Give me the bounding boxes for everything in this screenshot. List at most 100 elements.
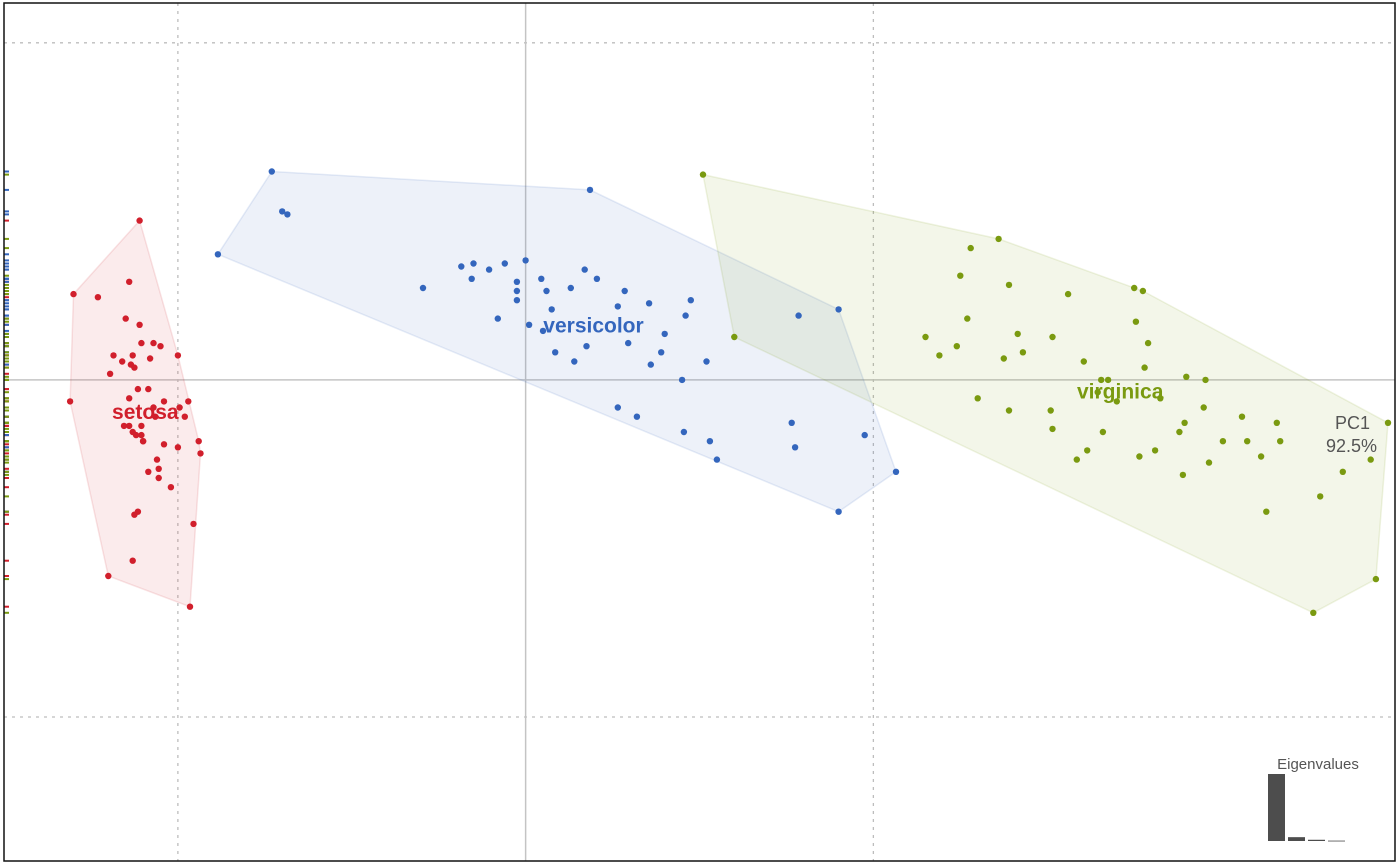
point-virginica: [1144, 339, 1152, 347]
point-virginica: [1113, 398, 1121, 405]
point-setosa: [70, 290, 77, 298]
point-virginica: [1179, 471, 1187, 479]
point-versicolor: [658, 349, 665, 356]
point-setosa: [157, 343, 164, 350]
point-setosa: [145, 468, 152, 475]
point-versicolor: [583, 343, 590, 350]
point-virginica: [1157, 395, 1164, 402]
point-setosa: [160, 441, 168, 448]
point-virginica: [1099, 428, 1107, 436]
point-virginica: [1104, 376, 1112, 384]
point-virginica: [1132, 318, 1140, 325]
eigenvalue-bar: [1288, 837, 1305, 841]
point-virginica: [1139, 287, 1147, 295]
point-virginica: [1372, 575, 1380, 583]
point-versicolor: [543, 287, 550, 295]
point-virginica: [974, 395, 981, 402]
point-setosa: [195, 438, 202, 445]
point-virginica: [1080, 358, 1088, 365]
point-versicolor: [791, 444, 799, 451]
point-setosa: [129, 428, 136, 436]
point-virginica: [1094, 389, 1101, 396]
point-setosa: [190, 520, 197, 528]
point-setosa: [174, 352, 182, 359]
point-setosa: [136, 321, 143, 328]
point-setosa: [150, 339, 157, 347]
point-versicolor: [279, 208, 286, 215]
point-versicolor: [513, 287, 521, 295]
point-versicolor: [661, 330, 668, 338]
pc1-axis-label: PC1: [1335, 413, 1370, 433]
point-virginica: [1238, 413, 1246, 420]
point-versicolor: [633, 413, 641, 420]
point-virginica: [953, 343, 960, 350]
point-versicolor: [892, 468, 900, 475]
point-virginica: [1098, 376, 1105, 384]
data-points: [66, 168, 1392, 616]
point-versicolor: [214, 251, 222, 258]
group-label-setosa: setosa: [112, 401, 179, 424]
point-virginica: [1131, 284, 1138, 292]
point-virginica: [964, 315, 971, 322]
point-setosa: [181, 413, 188, 420]
group-labels: setosa versicolor virginica: [112, 315, 1164, 425]
point-setosa: [131, 364, 138, 371]
point-setosa: [119, 358, 126, 365]
point-virginica: [1273, 419, 1281, 426]
eigenvalue-bar: [1268, 774, 1285, 841]
point-setosa: [185, 398, 192, 405]
point-versicolor: [539, 327, 547, 335]
point-setosa: [106, 370, 114, 377]
point-virginica: [1176, 428, 1183, 436]
point-virginica: [1200, 404, 1207, 411]
point-virginica: [1005, 407, 1013, 414]
point-versicolor: [458, 263, 465, 270]
point-versicolor: [552, 349, 559, 356]
point-versicolor: [538, 275, 545, 282]
point-versicolor: [614, 303, 621, 310]
point-versicolor: [548, 306, 555, 313]
group-label-versicolor: versicolor: [543, 315, 643, 338]
grid-lines: [4, 3, 1395, 861]
point-virginica: [1244, 438, 1251, 445]
hull-virginica: [702, 173, 1389, 614]
point-versicolor: [470, 260, 477, 267]
point-versicolor: [525, 321, 533, 328]
point-virginica: [1339, 468, 1347, 475]
point-setosa: [150, 404, 157, 411]
point-versicolor: [647, 361, 654, 368]
point-setosa: [66, 398, 74, 405]
group-hulls: [69, 170, 1389, 614]
point-virginica: [1310, 609, 1317, 616]
point-versicolor: [268, 168, 275, 175]
point-versicolor: [621, 287, 628, 295]
point-versicolor: [835, 306, 842, 313]
eigenvalue-bar: [1308, 839, 1325, 841]
point-virginica: [1181, 419, 1188, 426]
point-setosa: [94, 294, 102, 301]
point-virginica: [1205, 459, 1213, 466]
point-setosa: [197, 450, 204, 457]
point-virginica: [1367, 456, 1374, 463]
point-virginica: [1014, 330, 1021, 338]
point-versicolor: [861, 431, 868, 439]
point-virginica: [957, 272, 964, 279]
point-virginica: [731, 333, 738, 341]
point-virginica: [1005, 281, 1013, 289]
point-virginica: [1257, 453, 1265, 460]
point-setosa: [138, 339, 145, 347]
point-setosa: [153, 456, 161, 463]
plot-border: [3, 2, 1396, 862]
point-versicolor: [284, 211, 291, 218]
point-virginica: [1064, 290, 1072, 298]
point-setosa: [126, 422, 133, 430]
point-versicolor: [682, 312, 689, 319]
pc1-variance-label: 92.5%: [1326, 436, 1377, 456]
point-virginica: [1317, 493, 1324, 500]
point-versicolor: [567, 284, 574, 292]
point-setosa: [155, 465, 162, 472]
point-virginica: [1202, 376, 1209, 384]
point-versicolor: [513, 297, 521, 304]
